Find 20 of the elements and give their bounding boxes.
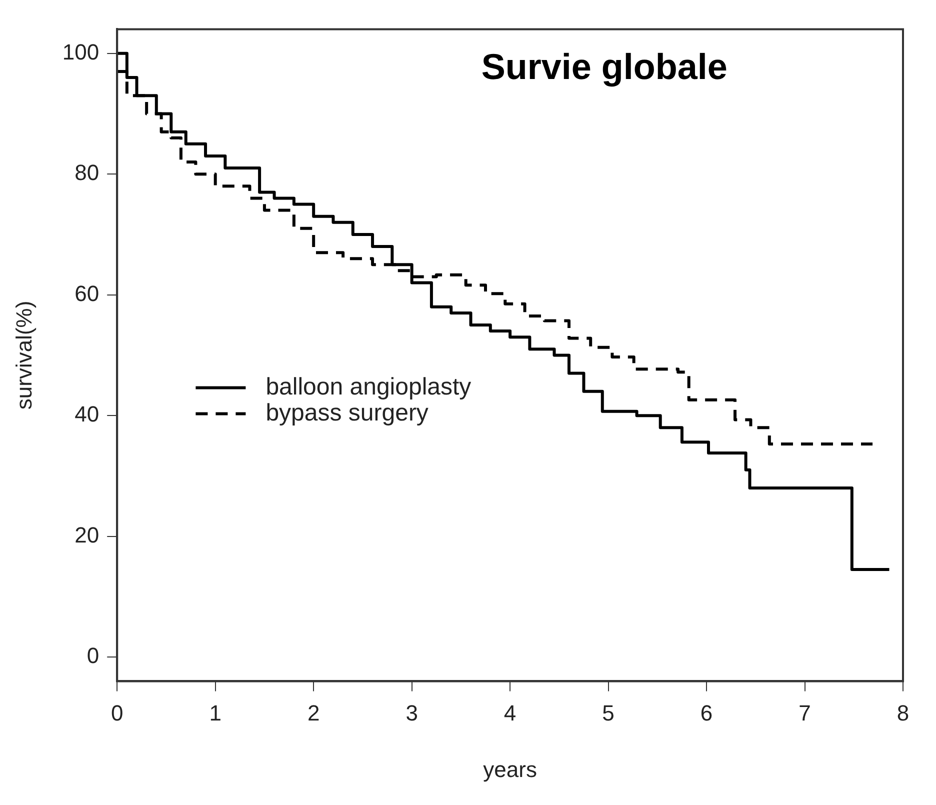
x-axis-title: years (483, 756, 537, 782)
y-axis-title: survival(%) (11, 300, 36, 410)
x-tick-label: 3 (406, 700, 418, 726)
x-tick-label: 2 (307, 700, 320, 726)
legend-label: balloon angioplasty (266, 373, 472, 400)
text: Survie globale (481, 46, 728, 88)
y-tick-label: 20 (74, 522, 100, 548)
x-tick-label: 4 (504, 700, 516, 726)
x-tick-label: 0 (110, 700, 124, 726)
x-tick-label: 6 (700, 700, 713, 726)
x-tick-label: 1 (209, 700, 222, 726)
x-tick-label: 8 (896, 700, 910, 726)
legend-label: bypass surgery (266, 399, 428, 426)
x-tick-label: 7 (798, 700, 811, 726)
y-tick-label: 40 (74, 402, 100, 427)
y-tick-label: 100 (62, 39, 100, 64)
y-tick-label: 60 (74, 280, 100, 306)
y-tick-label: 80 (74, 160, 100, 186)
x-tick-label: 5 (602, 700, 614, 726)
y-tick-label: 0 (86, 643, 100, 668)
